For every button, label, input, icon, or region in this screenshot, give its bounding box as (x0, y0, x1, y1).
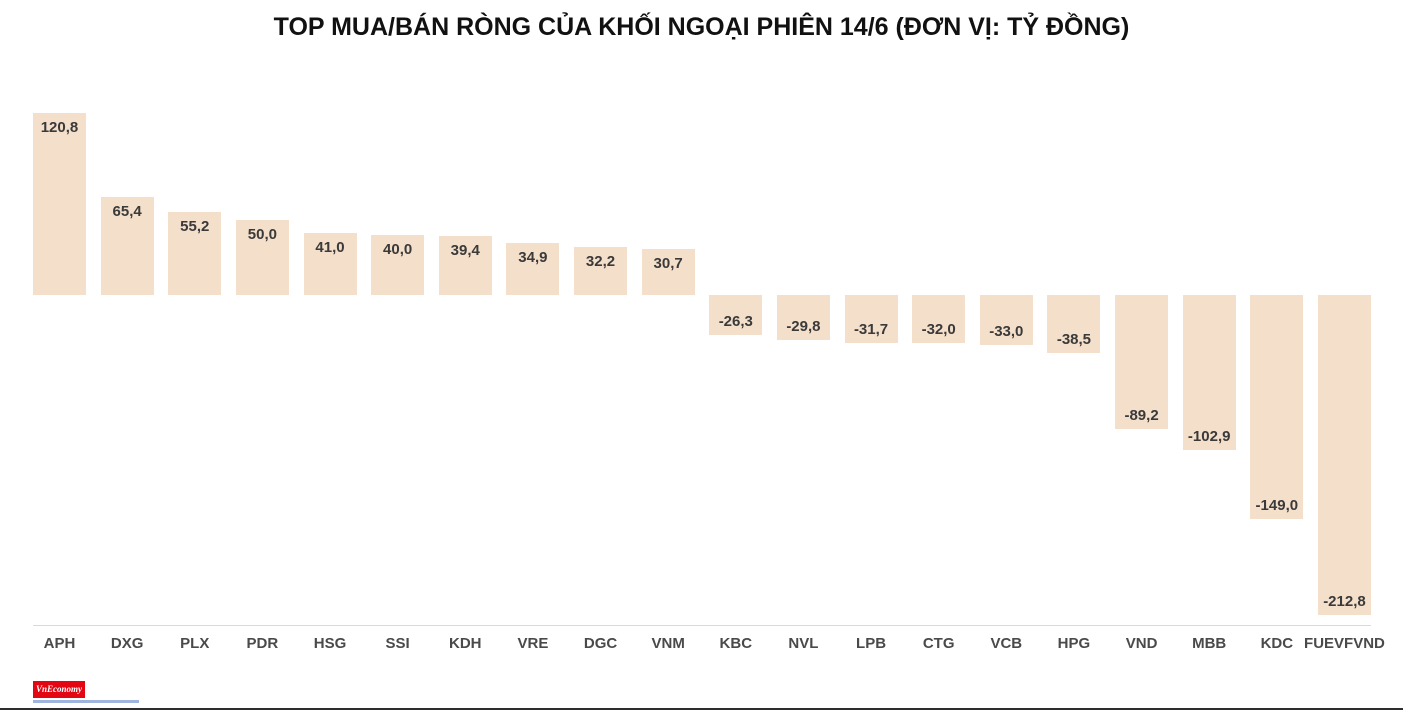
bar-HPG (1047, 295, 1101, 353)
bar-value-label: 50,0 (247, 225, 277, 243)
category-label-PLX: PLX (180, 635, 210, 652)
category-label-SSI: SSI (385, 635, 410, 652)
bar-value-label: -38,5 (1056, 330, 1092, 348)
bar-value-label: 65,4 (112, 202, 142, 220)
bar-APH (33, 113, 86, 295)
category-label-VND: VND (1125, 635, 1158, 652)
bar-value-label: -102,9 (1187, 427, 1231, 445)
bar-VNM (641, 248, 695, 295)
bar-value-label: 34,9 (518, 248, 548, 266)
bar-value-label: -32,0 (921, 321, 956, 339)
bar-value-label: 120,8 (40, 119, 79, 137)
chart-title: TOP MUA/BÁN RÒNG CỦA KHỐI NGOẠI PHIÊN 14… (273, 13, 1130, 41)
bar-value-label: 32,2 (585, 252, 616, 270)
category-label-APH: APH (43, 635, 76, 652)
bar-NVL (776, 295, 830, 340)
bar-value-label: -33,0 (989, 322, 1024, 340)
bar-value-label: -89,2 (1124, 407, 1159, 425)
bar-value-label: -26,3 (718, 312, 753, 330)
bar-value-label: -212,8 (1323, 593, 1366, 611)
bar-value-label: 55,2 (180, 217, 210, 235)
bar-value-label: -29,8 (786, 317, 821, 335)
bar-DGC (574, 246, 628, 295)
bar-LPB (844, 295, 898, 343)
category-label-FUEVFVND: FUEVFVND (1304, 635, 1385, 652)
bottom-border (0, 708, 1403, 710)
bar-VRE (506, 242, 560, 295)
category-label-VRE: VRE (517, 635, 549, 652)
category-label-CTG: CTG (922, 635, 955, 652)
bar-value-label: -149,0 (1255, 497, 1299, 515)
bar-value-label: -31,7 (853, 320, 889, 338)
category-label-DXG: DXG (110, 635, 144, 652)
bar-KBC (709, 295, 763, 335)
bar-VND (1115, 295, 1169, 430)
bar-KDH (438, 235, 492, 295)
bar-value-label: 39,4 (450, 241, 480, 259)
bar-VCB (979, 295, 1033, 345)
bar-KDC (1250, 295, 1304, 520)
bar-MBB (1182, 295, 1236, 450)
bar-FUEVFVND (1317, 295, 1371, 616)
category-label-PDR: PDR (246, 635, 279, 652)
category-label-VCB: VCB (990, 635, 1023, 652)
bar-DXG (100, 196, 154, 295)
category-label-HPG: HPG (1057, 635, 1091, 652)
category-label-KDC: KDC (1260, 635, 1294, 652)
bar-SSI (371, 234, 425, 295)
category-label-LPB: LPB (856, 635, 887, 652)
bar-CTG (912, 295, 966, 344)
bar-value-label: 40,0 (383, 240, 413, 258)
category-label-VNM: VNM (651, 635, 685, 652)
category-label-MBB: MBB (1192, 635, 1227, 652)
category-label-NVL: NVL (788, 635, 819, 652)
vneconomy-logo: VnEconomy (33, 681, 85, 698)
x-axis-line (33, 625, 1371, 626)
bar-PLX (168, 211, 222, 295)
bar-HSG (303, 233, 357, 295)
category-label-DGC: DGC (583, 635, 618, 652)
category-label-KDH: KDH (449, 635, 482, 652)
logo-tagline (33, 700, 139, 703)
bar-value-label: 41,0 (315, 239, 345, 257)
bar-value-label: 30,7 (653, 254, 683, 272)
category-label-KBC: KBC (719, 635, 753, 652)
logo-text: VnEconomy (35, 684, 82, 694)
bar-PDR (235, 219, 289, 295)
category-label-HSG: HSG (313, 635, 347, 652)
